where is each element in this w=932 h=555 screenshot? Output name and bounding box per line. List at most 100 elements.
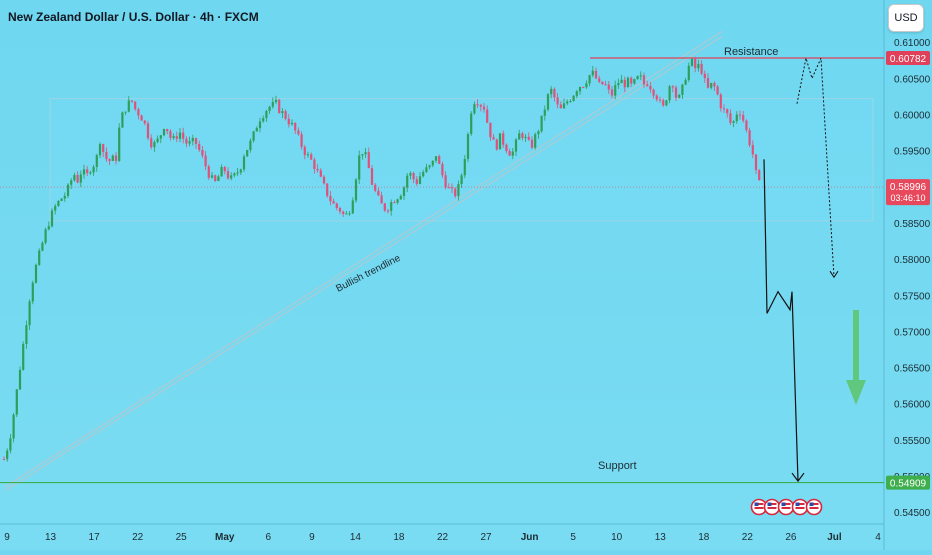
flag-stripe [754, 503, 764, 505]
time-tick-label: 10 [611, 532, 623, 543]
candle-body [319, 170, 322, 177]
trendline-lower [4, 35, 723, 492]
candle-body [278, 99, 281, 114]
candle-body [418, 176, 422, 184]
flag-stripe [767, 503, 777, 505]
price-axis[interactable]: 0.610000.605000.600000.595000.590000.585… [886, 38, 931, 519]
candle-body [166, 128, 169, 132]
candle-body [479, 104, 482, 107]
candle-body [182, 132, 185, 139]
candle-body [457, 184, 460, 197]
candle-body [482, 106, 486, 110]
candle-body [268, 106, 271, 111]
candle-body [562, 103, 566, 109]
candle-body [287, 118, 290, 125]
candle-body [425, 167, 428, 172]
time-tick-label: 13 [655, 532, 667, 543]
price-tick-label: 0.56500 [894, 364, 931, 375]
levels [0, 57, 884, 484]
price-tick-label: 0.61000 [894, 38, 931, 49]
candle-body [566, 101, 569, 104]
candle-body [674, 87, 678, 98]
resistance-price-tag-text: 0.60782 [890, 54, 927, 65]
candle-body [527, 136, 530, 140]
candles [2, 56, 761, 462]
time-tick-label: 22 [132, 532, 144, 543]
time-axis[interactable]: 9 13 17 22 25 May 6 9 14 18 22 27 Jun 5 10 13 18 22 26 Jul 4 [4, 532, 881, 543]
down-arrow-icon [846, 310, 866, 405]
candle-body [153, 141, 156, 148]
candle-body [290, 122, 294, 125]
candle-body [22, 343, 25, 370]
candle-body [530, 139, 534, 148]
candle-body [630, 77, 633, 84]
candle-body [111, 155, 114, 161]
time-tick-label: 9 [4, 532, 10, 543]
candle-body [150, 138, 153, 148]
candle-body [489, 122, 492, 138]
candle-body [463, 159, 466, 176]
currency-button[interactable]: USD [888, 4, 924, 32]
candle-body [454, 188, 457, 197]
candle-body [690, 58, 694, 66]
candle-body [73, 174, 76, 181]
flag-canton [781, 502, 786, 506]
candle-body [633, 79, 636, 84]
candle-body [351, 200, 354, 214]
candle-body [271, 102, 274, 107]
candle-body [175, 136, 178, 139]
candle-body [438, 156, 441, 164]
candle-body [255, 128, 258, 132]
candle-body [514, 139, 518, 152]
candle-body [198, 143, 201, 150]
candle-body [41, 242, 44, 251]
candle-body [521, 133, 524, 138]
candle-body [706, 77, 710, 88]
support-label: Support [598, 460, 637, 472]
price-tick-label: 0.59500 [894, 147, 931, 158]
candle-body [390, 202, 393, 211]
candle-body [719, 94, 722, 109]
current-price-tag [886, 179, 930, 206]
time-tick-label: 13 [45, 532, 57, 543]
candle-body [754, 154, 758, 171]
candle-body [697, 63, 700, 69]
candle-body [399, 195, 402, 200]
projection-main-path [763, 159, 799, 482]
candle-body [546, 94, 550, 110]
candle-body [409, 173, 412, 176]
flag-stripe [795, 503, 805, 505]
candle-body [348, 213, 351, 215]
candle-body [162, 128, 166, 136]
event-icons[interactable] [750, 498, 823, 516]
time-tick-label: 14 [350, 532, 362, 543]
projections [763, 57, 839, 483]
candle-body [28, 301, 31, 326]
candle-body [370, 168, 374, 185]
candle-body [367, 152, 370, 169]
price-tick-label: 0.58500 [894, 219, 931, 230]
candle-body [393, 202, 396, 204]
candle-body [105, 151, 108, 160]
candle-body [223, 166, 226, 172]
candle-body [713, 82, 716, 87]
candle-body [582, 87, 585, 89]
candle-body [470, 113, 473, 134]
trendline-upper [4, 30, 723, 488]
candle-body [316, 168, 319, 171]
candle-body [118, 127, 121, 161]
candle-body [671, 86, 674, 88]
candle-body [159, 135, 162, 139]
candle-body [498, 133, 502, 150]
time-tick-label: 26 [785, 532, 797, 543]
candle-body [642, 75, 646, 85]
candle-body [380, 195, 383, 204]
candle-body [342, 211, 345, 214]
time-tick-label: 22 [437, 532, 449, 543]
candle-body [95, 155, 98, 167]
candle-body [524, 136, 527, 138]
candle-body [505, 144, 508, 152]
candle-body [748, 130, 751, 146]
